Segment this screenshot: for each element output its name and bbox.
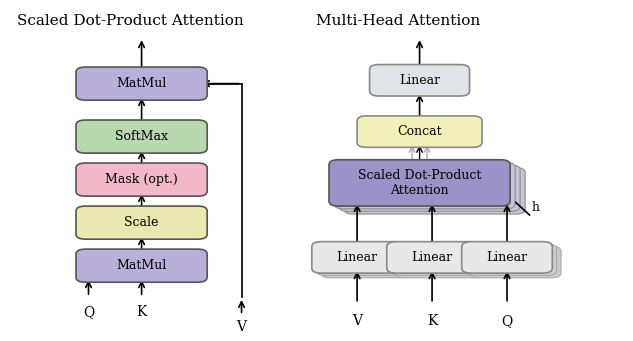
Text: h: h — [531, 201, 539, 214]
Text: K: K — [136, 306, 147, 320]
FancyBboxPatch shape — [396, 246, 486, 278]
Text: V: V — [352, 314, 362, 328]
Text: K: K — [427, 314, 437, 328]
Text: Multi-Head Attention: Multi-Head Attention — [316, 14, 480, 28]
FancyBboxPatch shape — [76, 120, 207, 153]
FancyBboxPatch shape — [344, 168, 525, 214]
FancyBboxPatch shape — [370, 64, 470, 96]
FancyBboxPatch shape — [316, 244, 407, 276]
Text: V: V — [237, 320, 246, 333]
Text: Mask (opt.): Mask (opt.) — [105, 173, 178, 186]
FancyBboxPatch shape — [466, 244, 556, 276]
Text: Linear: Linear — [399, 74, 440, 87]
FancyBboxPatch shape — [320, 246, 411, 278]
FancyBboxPatch shape — [312, 242, 403, 273]
Text: Scaled Dot-Product Attention: Scaled Dot-Product Attention — [16, 14, 244, 28]
Text: Linear: Linear — [487, 251, 527, 264]
FancyBboxPatch shape — [357, 116, 482, 147]
Text: MatMul: MatMul — [116, 77, 166, 90]
FancyBboxPatch shape — [76, 67, 207, 100]
Text: Linear: Linear — [337, 251, 378, 264]
FancyBboxPatch shape — [334, 162, 515, 209]
Text: Scale: Scale — [125, 216, 159, 229]
Text: Q: Q — [501, 314, 513, 328]
FancyBboxPatch shape — [339, 165, 520, 211]
Text: Q: Q — [83, 306, 94, 320]
FancyBboxPatch shape — [387, 242, 477, 273]
Text: Concat: Concat — [398, 125, 442, 138]
Text: Scaled Dot-Product
Attention: Scaled Dot-Product Attention — [358, 169, 481, 197]
FancyBboxPatch shape — [470, 246, 561, 278]
FancyBboxPatch shape — [329, 160, 510, 206]
Text: MatMul: MatMul — [116, 259, 166, 272]
FancyBboxPatch shape — [391, 244, 482, 276]
FancyBboxPatch shape — [76, 206, 207, 239]
Text: SoftMax: SoftMax — [115, 130, 168, 143]
Text: Linear: Linear — [411, 251, 453, 264]
FancyBboxPatch shape — [76, 249, 207, 282]
FancyBboxPatch shape — [76, 163, 207, 196]
FancyBboxPatch shape — [461, 242, 553, 273]
